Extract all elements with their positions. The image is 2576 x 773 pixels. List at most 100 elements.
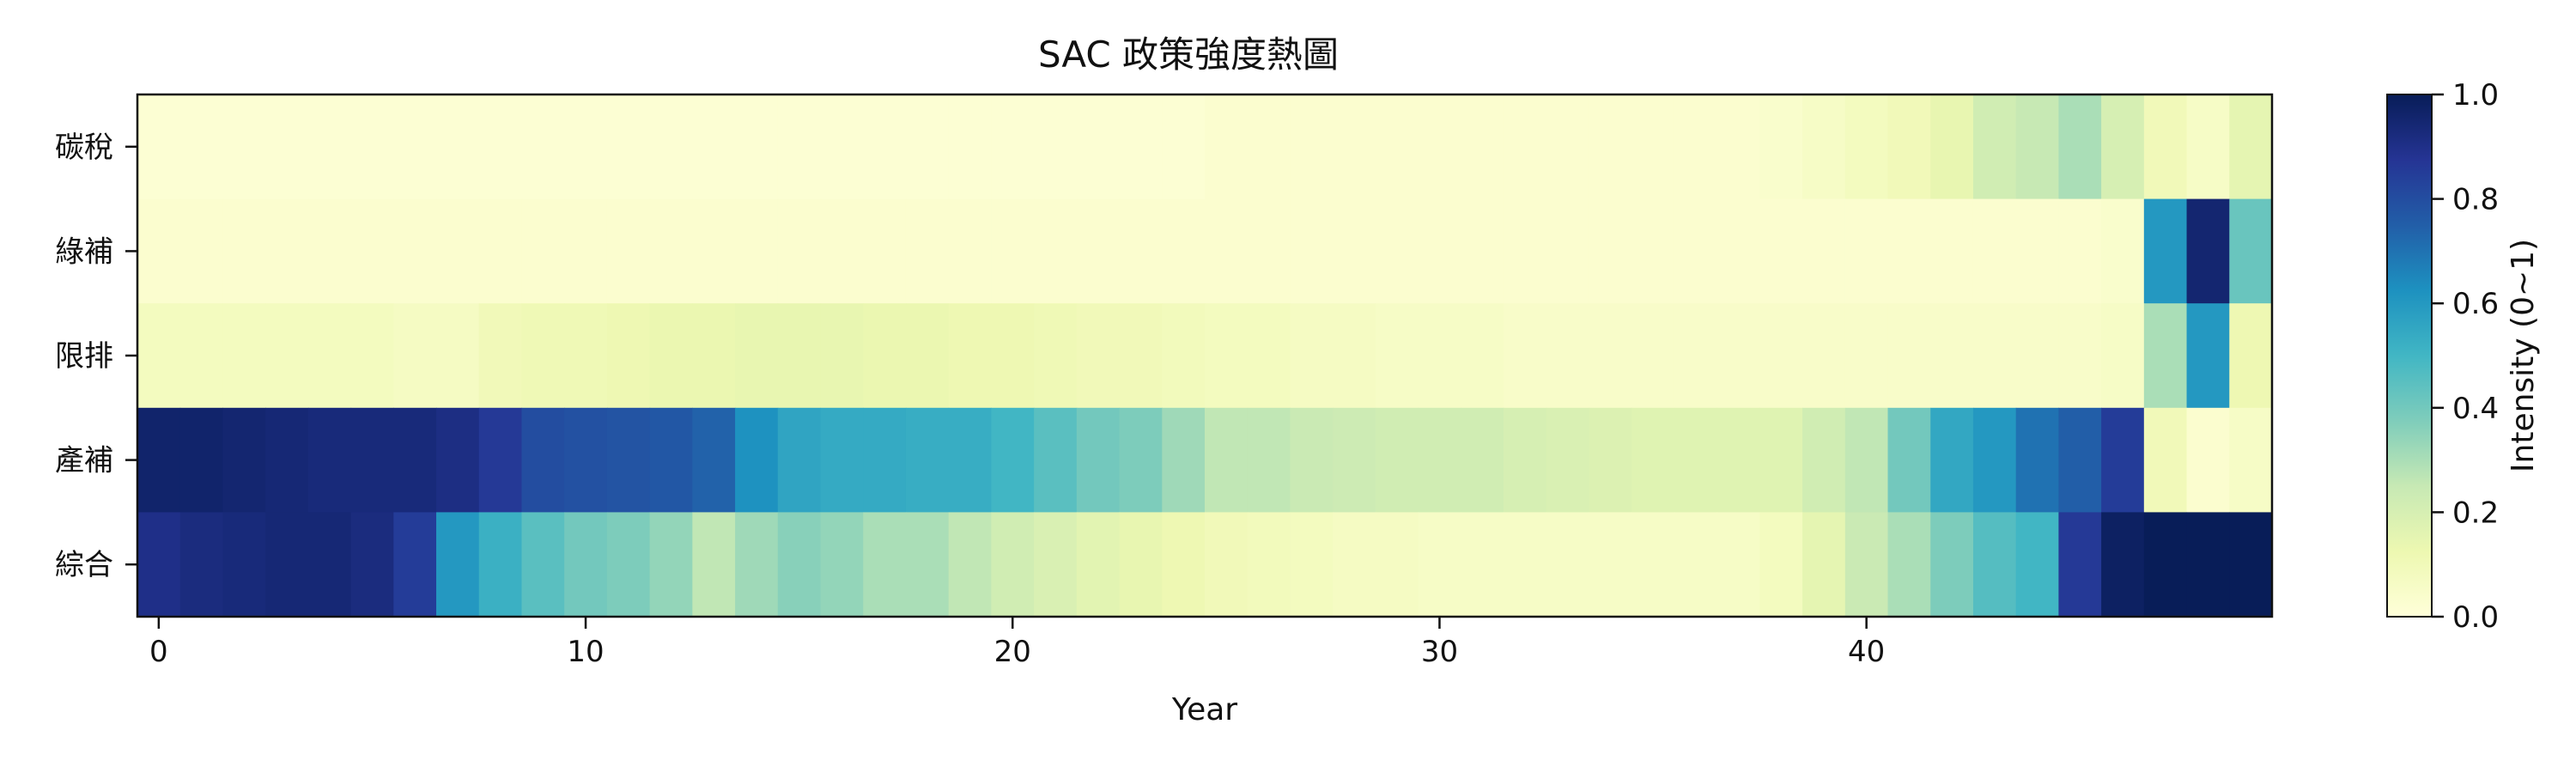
heatmap-cell [1247,198,1291,304]
heatmap-cell [1716,94,1760,200]
heatmap-cell [1589,407,1632,513]
heatmap-cell [1759,512,1803,618]
heatmap-cell [735,407,779,513]
heatmap-cell [2229,512,2273,618]
heatmap-cell [564,512,608,618]
heatmap-cell [1844,303,1889,409]
heatmap-cell [478,198,523,304]
heatmap-cell [478,94,523,200]
heatmap-cell [1716,407,1760,513]
heatmap-cell [2143,303,2188,409]
heatmap-cell [649,303,693,409]
heatmap-cell [649,198,693,304]
heatmap-cell [1631,407,1675,513]
heatmap-cell [1716,198,1760,304]
heatmap-cell [1546,512,1590,618]
heatmap-cell [1290,407,1334,513]
heatmap-cell [1759,303,1803,409]
heatmap-cell [137,512,181,618]
heatmap-cell [1205,198,1249,304]
heatmap-cell [222,407,266,513]
heatmap-cell [564,198,608,304]
heatmap-cell [393,94,437,200]
colorbar-tick-label: 1.0 [2452,78,2499,113]
heatmap-cell [777,198,822,304]
heatmap-cell [1631,198,1675,304]
heatmap-cell [350,303,394,409]
heatmap-cell [735,303,779,409]
heatmap-cell [137,303,181,409]
colorbar [2386,94,2433,618]
heatmap-cell [1333,94,1376,200]
heatmap-cell [1844,512,1889,618]
y-tick-label: 產補 [55,444,113,478]
heatmap-cell [1034,198,1078,304]
heatmap-cell [1375,94,1419,200]
heatmap-cell [1631,303,1675,409]
heatmap-cell [1119,407,1163,513]
heatmap-cell [777,303,822,409]
heatmap-cell [735,198,779,304]
heatmap-cell [1674,94,1718,200]
heatmap-cell [905,94,950,200]
heatmap-cell [1972,303,2017,409]
heatmap-cell [1375,198,1419,304]
heatmap-cell [1034,94,1078,200]
heatmap-cell [863,198,907,304]
colorbar-tick-label: 0.2 [2452,496,2499,530]
heatmap-cell [1504,198,1547,304]
heatmap-cell [1631,512,1675,618]
heatmap-cell [1247,303,1291,409]
heatmap-cell [820,303,864,409]
heatmap-cell [350,198,394,304]
heatmap-cell [436,198,480,304]
heatmap-cell [1972,407,2017,513]
heatmap-cell [777,512,822,618]
heatmap-cell [265,407,309,513]
x-tick-label: 20 [994,635,1031,669]
x-tick-label: 10 [567,635,604,669]
heatmap-cell [2143,94,2188,200]
heatmap-cell [307,512,352,618]
heatmap-cell [436,512,480,618]
heatmap-cell [1802,407,1846,513]
heatmap-cell [1504,94,1547,200]
heatmap-cell [2186,94,2230,200]
heatmap-cell [1119,303,1163,409]
x-axis-label: Year [1171,692,1237,727]
heatmap-cell [2143,198,2188,304]
y-tick-label: 綜合 [55,548,113,582]
heatmap-cell [1759,94,1803,200]
heatmap-cell [863,407,907,513]
heatmap-cell [2186,198,2230,304]
heatmap-cell [1930,512,1974,618]
heatmap-cell [1887,407,1931,513]
colorbar-label: Intensity (0~1) [2506,239,2541,472]
heatmap-cell [692,198,736,304]
heatmap-cell [1076,407,1121,513]
heatmap-cell [2015,303,2059,409]
heatmap-cell [1418,512,1461,618]
heatmap-cell [1461,198,1504,304]
heatmap-cell [2058,512,2102,618]
heatmap-cell [991,198,1035,304]
heatmap-cell [1589,303,1632,409]
heatmap-cell [777,94,822,200]
heatmap-cell [905,407,950,513]
heatmap-cell [1162,407,1206,513]
y-tick-label: 碳稅 [55,131,113,165]
heatmap-cell [863,512,907,618]
heatmap-cell [1418,407,1461,513]
heatmap-cell [2015,407,2059,513]
heatmap-cell [863,303,907,409]
heatmap-cell [2143,512,2188,618]
heatmap-cell [179,94,224,200]
heatmap-cell [1076,94,1121,200]
x-tick-label: 0 [149,635,168,669]
heatmap-cell [1162,198,1206,304]
heatmap-cell [564,303,608,409]
heatmap-cell [1205,94,1249,200]
heatmap-cell [222,94,266,200]
heatmap-cell [1119,94,1163,200]
heatmap-cell [692,512,736,618]
